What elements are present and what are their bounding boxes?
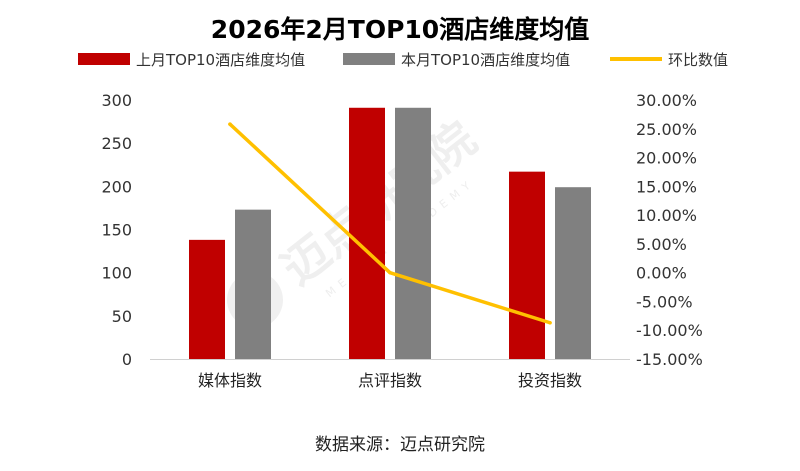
legend-swatch-last-month (78, 53, 130, 65)
right-axis-tick-label: 30.00% (636, 91, 697, 110)
right-axis-tick-label: -15.00% (636, 350, 703, 369)
mom-point (388, 270, 392, 275)
left-axis-tick-label: 250 (101, 134, 132, 153)
right-axis-tick-label: 5.00% (636, 235, 687, 254)
bar-last-month (509, 171, 545, 359)
legend-label-this-month: 本月TOP10酒店维度均值 (401, 51, 570, 69)
right-axis-tick-label: -5.00% (636, 292, 693, 311)
right-axis-tick-label: 0.00% (636, 264, 687, 283)
left-axis-tick-label: 50 (112, 307, 132, 326)
category-label: 投资指数 (518, 371, 582, 390)
right-axis-tick-label: -10.00% (636, 321, 703, 340)
plot-area: 0 50 100 150 200 250 300 -15.00% -10.00% -5.00% 0.… (101, 91, 702, 390)
left-axis-tick-label: 150 (101, 221, 132, 240)
bar-this-month (555, 187, 591, 359)
category-label: 媒体指数 (198, 371, 262, 390)
category-label: 点评指数 (358, 371, 422, 390)
chart-title: 2026年2月TOP10酒店维度均值 (211, 15, 589, 44)
right-axis-tick-label: 20.00% (636, 149, 697, 168)
legend-label-last-month: 上月TOP10酒店维度均值 (136, 51, 305, 69)
bar-last-month (189, 239, 225, 359)
left-axis-tick-label: 100 (101, 264, 132, 283)
bar-this-month (395, 107, 431, 360)
right-axis-tick-label: 25.00% (636, 120, 697, 139)
mom-point (548, 320, 552, 325)
right-axis-tick-label: 10.00% (636, 206, 697, 225)
legend: 上月TOP10酒店维度均值 本月TOP10酒店维度均值 环比数值 (78, 51, 728, 69)
source-note: 数据来源：迈点研究院 (315, 435, 485, 455)
left-axis-tick-label: 300 (101, 91, 132, 110)
mom-point (228, 122, 232, 126)
left-axis-tick-label: 0 (122, 350, 132, 369)
left-axis-tick-label: 200 (101, 177, 132, 196)
bar-this-month (235, 209, 271, 359)
right-axis-tick-label: 15.00% (636, 177, 697, 196)
legend-label-mom: 环比数值 (668, 51, 728, 69)
legend-swatch-this-month (343, 53, 395, 65)
bar-last-month (349, 107, 385, 360)
